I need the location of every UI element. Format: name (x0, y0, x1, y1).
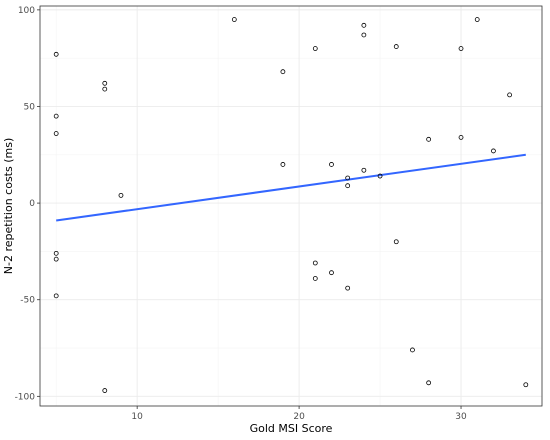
data-point (458, 135, 464, 140)
data-point (280, 162, 286, 167)
x-tick-label: 10 (131, 412, 143, 422)
x-tick-label: 20 (293, 412, 305, 422)
data-point (53, 113, 59, 119)
data-point (345, 285, 351, 291)
y-tick-label: 50 (24, 102, 36, 112)
data-point (361, 167, 367, 173)
data-point (53, 256, 59, 262)
data-point (523, 382, 529, 388)
data-point (312, 276, 318, 281)
data-point (345, 175, 351, 181)
data-point (345, 183, 351, 189)
data-point (102, 80, 108, 86)
data-point (426, 136, 432, 142)
regression-line (56, 153, 526, 222)
y-axis-tick-labels: -100 -50 0 50 100 (15, 6, 36, 402)
data-point (491, 148, 496, 154)
data-point (361, 32, 367, 38)
data-point (118, 192, 124, 198)
x-axis-tick-labels: 10 20 30 (131, 412, 467, 422)
grid-lines (40, 6, 543, 406)
data-point (53, 293, 59, 299)
y-axis-title: N-2 repetition costs (ms) (2, 138, 15, 275)
data-point (231, 17, 237, 22)
x-axis-title: Gold MSI Score (250, 422, 333, 435)
data-point (393, 239, 399, 245)
data-point (312, 46, 318, 51)
data-point (102, 388, 108, 393)
data-point (410, 347, 415, 353)
data-point (377, 173, 383, 179)
data-point (102, 86, 108, 92)
data-point (312, 260, 318, 266)
y-tick-label: -100 (15, 392, 36, 402)
y-tick-label: 0 (29, 199, 35, 209)
y-tick-label: 100 (18, 6, 35, 16)
x-tick-label: 30 (455, 412, 467, 422)
axis-ticks (37, 9, 462, 409)
plot-panel-background (40, 6, 542, 406)
regression-line-layer (56, 153, 526, 222)
data-point (474, 17, 480, 22)
data-point (426, 380, 432, 386)
data-point (280, 69, 286, 75)
plot-panel-border (39, 5, 543, 407)
data-point (458, 46, 464, 51)
data-point (507, 92, 513, 98)
data-point (361, 22, 367, 28)
data-point (53, 131, 59, 136)
data-point (53, 51, 59, 57)
data-point (393, 44, 399, 49)
data-point (329, 162, 334, 167)
data-points (53, 17, 529, 393)
data-point (53, 250, 59, 256)
y-tick-label: -50 (20, 296, 35, 306)
data-point (329, 270, 334, 276)
